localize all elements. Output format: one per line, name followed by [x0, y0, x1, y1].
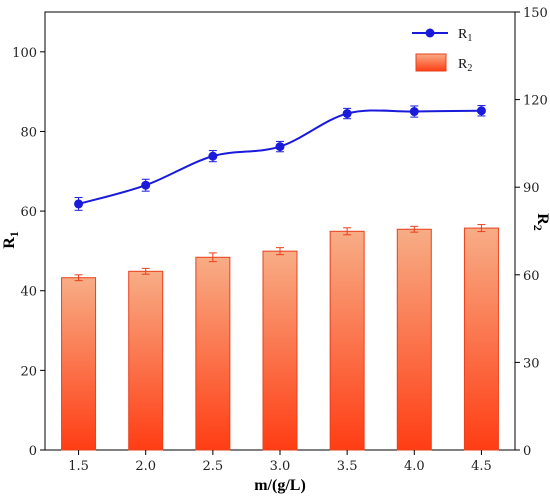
bar-r2	[128, 270, 164, 451]
y-left-tick-label: 40	[20, 285, 37, 300]
bar-r2	[463, 227, 499, 451]
legend-bar-swatch	[415, 53, 447, 72]
line-point-r1	[141, 180, 151, 190]
line-point-r1	[476, 106, 486, 116]
x-tick-label: 3.5	[337, 459, 358, 474]
bar-r2	[61, 277, 97, 451]
left-axis-ticks: 0 20 40 60 80 100	[12, 46, 45, 459]
y-right-tick-label: 60	[523, 269, 540, 284]
line-point-r1	[208, 151, 218, 161]
x-tick-label: 4.0	[404, 459, 425, 474]
x-axis-title: m/(g/L)	[254, 477, 306, 494]
y-right-tick-label: 120	[523, 94, 548, 109]
x-tick-label: 4.5	[471, 459, 492, 474]
bar-r2	[195, 256, 231, 451]
line-point-r1	[409, 107, 419, 117]
bar-series-r2	[61, 227, 499, 451]
line-series-r1	[74, 105, 486, 211]
legend-line-marker	[425, 28, 435, 38]
legend-label-r1: R1	[458, 27, 472, 44]
x-axis-ticks: 1.5 2.0 2.5 3.0 3.5 4.0 4.5	[68, 450, 492, 474]
y-right-tick-label: 90	[523, 181, 540, 196]
y-right-tick-label: 0	[523, 444, 531, 459]
line-point-r1	[342, 109, 352, 119]
y-left-tick-label: 60	[20, 205, 37, 220]
y-right-tick-label: 30	[523, 356, 540, 371]
y-left-tick-label: 20	[20, 364, 37, 379]
x-tick-label: 2.5	[203, 459, 224, 474]
line-r1-path	[78, 109, 482, 205]
y-left-tick-label: 0	[29, 444, 37, 459]
line-point-r1	[74, 199, 84, 209]
x-tick-label: 3.0	[270, 459, 291, 474]
bar-r2	[396, 228, 432, 451]
line-point-r1	[275, 142, 285, 152]
legend-label-r2: R2	[458, 57, 472, 74]
x-tick-label: 2.0	[135, 459, 156, 474]
bar-r2	[262, 250, 298, 451]
y-left-tick-label: 100	[12, 46, 37, 61]
right-axis-ticks: 0 30 60 90 120 150	[515, 6, 548, 459]
bar-r2	[329, 230, 365, 451]
y-right-axis-title: R2	[531, 213, 550, 231]
legend: R1 R2	[412, 27, 472, 74]
y-left-axis-title: R1	[1, 231, 21, 249]
bar-error-bars	[74, 224, 486, 282]
x-tick-label: 1.5	[68, 459, 89, 474]
y-left-tick-label: 80	[20, 125, 37, 140]
y-right-tick-label: 150	[523, 6, 548, 21]
